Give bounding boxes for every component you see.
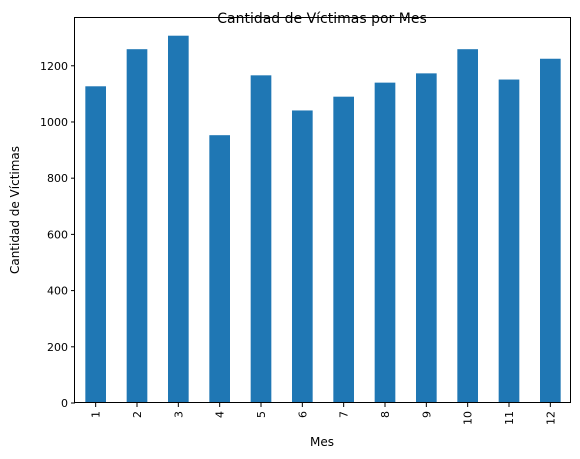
bar-12 — [540, 58, 561, 404]
bars-group — [85, 35, 561, 404]
y-tick-label-600: 600 — [47, 228, 68, 241]
bar-1 — [85, 86, 106, 403]
x-tick-label-7: 7 — [338, 411, 351, 418]
bar-9 — [416, 73, 437, 403]
x-tick-label-5: 5 — [255, 411, 268, 418]
y-tick-label-200: 200 — [47, 341, 68, 354]
y-tick-label-1200: 1200 — [40, 60, 68, 73]
chart-title: Cantidad de Víctimas por Mes — [217, 11, 427, 27]
x-tick-label-1: 1 — [90, 411, 103, 418]
x-tick-label-3: 3 — [172, 411, 185, 418]
bar-3 — [168, 35, 189, 404]
bar-6 — [292, 110, 313, 403]
y-axis: 0 200 400 600 800 1000 1200 — [40, 60, 75, 410]
plot-frame — [74, 17, 571, 403]
x-axis-label: Mes — [310, 435, 334, 449]
bar-10 — [457, 49, 478, 404]
x-tick-label-2: 2 — [131, 411, 144, 418]
y-tick-label-1000: 1000 — [40, 116, 68, 129]
x-tick-label-10: 10 — [462, 411, 475, 425]
y-tick-label-400: 400 — [47, 285, 68, 298]
y-tick-label-800: 800 — [47, 172, 68, 185]
x-tick-label-11: 11 — [503, 411, 516, 425]
bar-8 — [374, 82, 396, 403]
bar-11 — [498, 79, 520, 403]
x-tick-label-4: 4 — [214, 411, 227, 418]
x-tick-label-9: 9 — [420, 411, 433, 418]
x-tick-label-8: 8 — [379, 411, 392, 418]
y-axis-label: Cantidad de Víctimas — [8, 146, 22, 274]
y-tick-label-0: 0 — [61, 397, 68, 410]
bar-7 — [333, 96, 354, 404]
x-tick-label-12: 12 — [544, 411, 557, 425]
bar-5 — [250, 75, 272, 404]
bar-2 — [126, 49, 148, 404]
x-axis: 1 2 3 4 5 6 7 8 9 10 11 12 — [90, 403, 557, 425]
bar-4 — [209, 135, 230, 403]
x-tick-label-6: 6 — [296, 411, 309, 418]
